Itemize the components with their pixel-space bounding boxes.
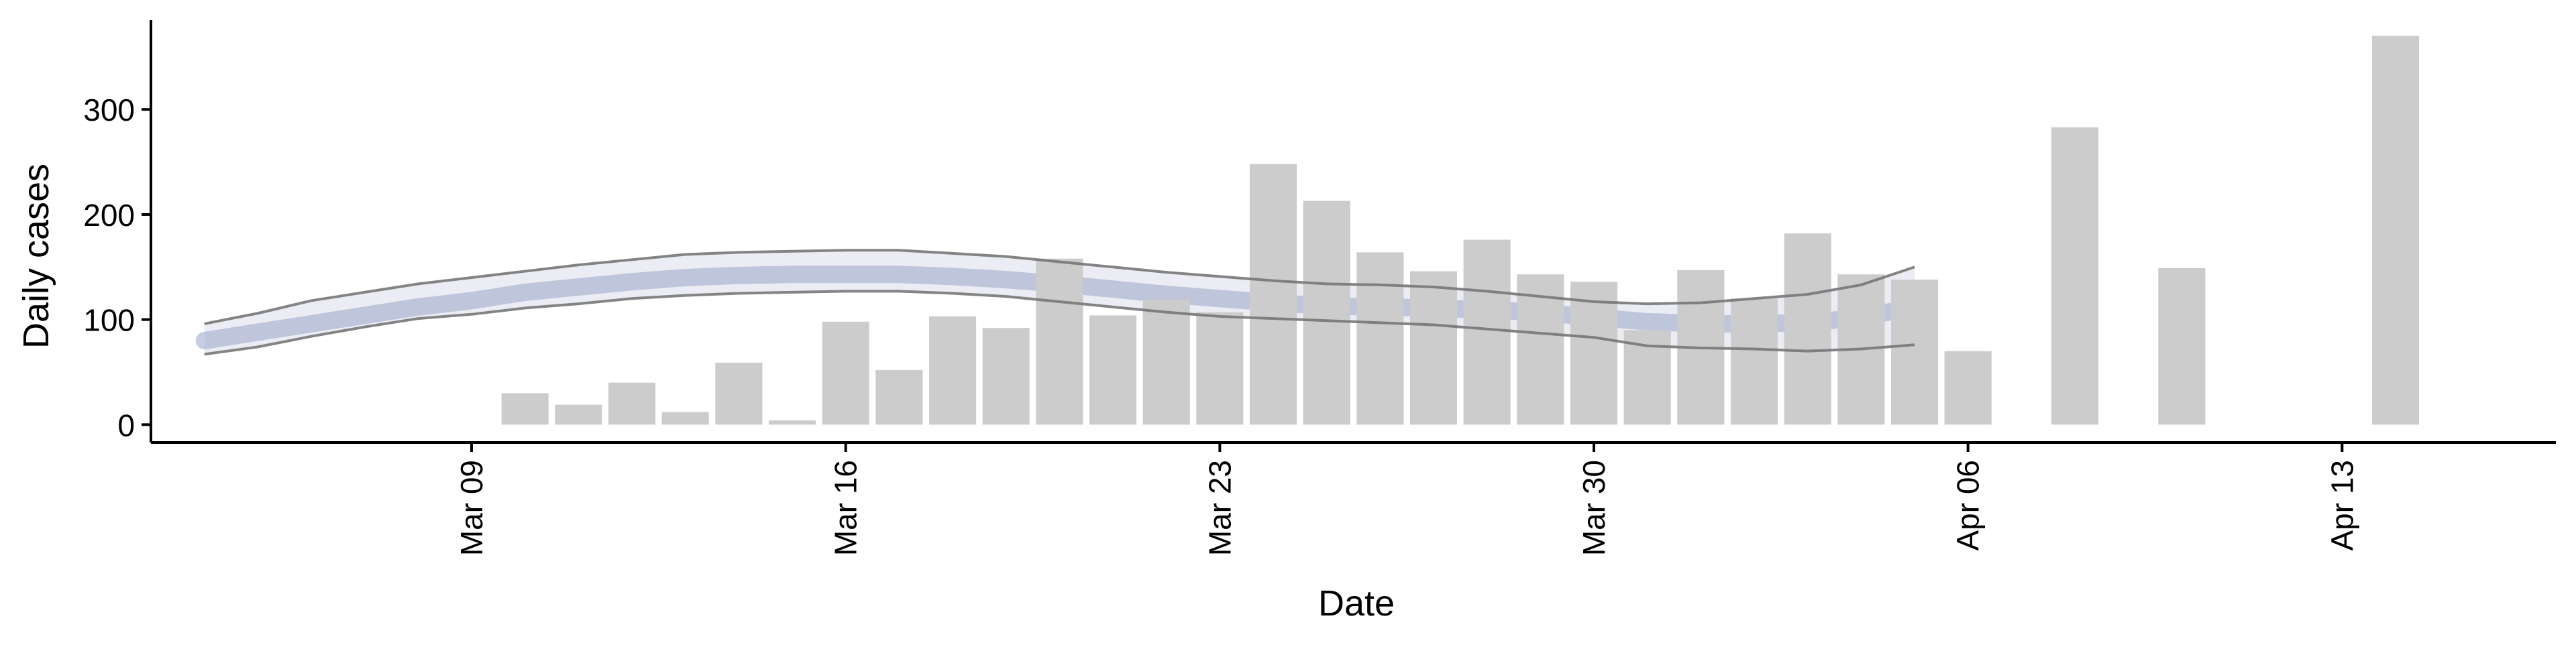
bar-2020-03-30 [1570, 282, 1618, 425]
y-tick-label-200: 200 [83, 198, 135, 233]
x-tick-label-apr-13: Apr 13 [2324, 460, 2359, 551]
bar-2020-03-18 [928, 316, 977, 425]
bar-2020-03-24 [1249, 164, 1297, 425]
x-tick-label-apr-06: Apr 06 [1951, 460, 1986, 551]
bar-2020-03-22 [1142, 299, 1190, 425]
bar-2020-04-14 [2371, 36, 2420, 425]
x-tick-label-mar-23: Mar 23 [1202, 460, 1237, 556]
estimate-lines-layer [204, 249, 1915, 356]
bar-2020-03-28 [1463, 239, 1511, 425]
bar-2020-03-23 [1196, 312, 1244, 425]
estimate-lower-line [204, 290, 1915, 356]
bar-2020-03-21 [1089, 315, 1137, 425]
y-tick-label-100: 100 [83, 303, 135, 338]
y-axis-title: Daily cases [16, 164, 56, 349]
y-tick-label-0: 0 [117, 408, 135, 443]
bar-2020-04-05 [1890, 280, 1939, 425]
x-tick-label-mar-30: Mar 30 [1576, 460, 1611, 556]
bar-2020-03-25 [1303, 200, 1350, 425]
bar-2020-03-13 [661, 412, 709, 425]
bar-2020-03-15 [768, 420, 816, 425]
bar-2020-03-10 [501, 393, 549, 425]
bar-2020-04-02 [1730, 298, 1778, 425]
bar-2020-04-08 [2051, 127, 2099, 425]
x-axis-title: Date [1318, 583, 1395, 624]
bars-layer [501, 36, 2420, 425]
bar-2020-03-20 [1036, 258, 1083, 425]
axes-layer: 0 100 200 300 Mar 09 Mar 16 Mar 23 Mar 30 Apr 06… [83, 20, 2556, 556]
bar-2020-03-17 [875, 369, 923, 425]
x-tick-label-mar-09: Mar 09 [454, 460, 489, 556]
bar-2020-04-03 [1784, 233, 1831, 425]
bar-2020-03-26 [1356, 252, 1404, 425]
bar-2020-03-19 [982, 328, 1030, 425]
bar-2020-03-29 [1517, 274, 1564, 425]
bar-2020-04-10 [2158, 268, 2206, 425]
bar-2020-03-14 [715, 362, 763, 425]
bar-2020-03-11 [555, 404, 602, 425]
x-tick-label-mar-16: Mar 16 [828, 460, 863, 556]
bar-2020-03-27 [1409, 271, 1458, 425]
bar-2020-03-12 [608, 382, 656, 425]
bar-2020-03-16 [822, 321, 869, 425]
bar-2020-04-06 [1944, 351, 1992, 425]
y-tick-label-300: 300 [83, 93, 135, 127]
estimate-upper-line [204, 249, 1915, 325]
